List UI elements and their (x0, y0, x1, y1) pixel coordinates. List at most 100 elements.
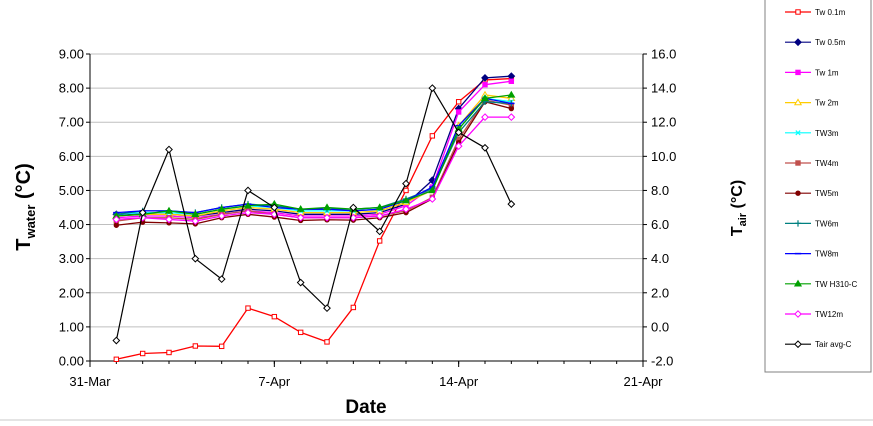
y-axis-title-right-main: T (729, 226, 746, 236)
series-line (116, 80, 512, 219)
data-point (455, 99, 462, 105)
data-point (192, 343, 199, 349)
series-line (116, 101, 512, 226)
legend-item: TW H310-C (785, 279, 857, 289)
data-point (795, 69, 801, 76)
data-point (482, 82, 488, 88)
data-point (481, 143, 489, 152)
data-point (112, 215, 121, 224)
series-line (115, 87, 512, 341)
data-point (165, 215, 173, 224)
data-point (795, 190, 801, 196)
series-tw-0-1m (113, 75, 515, 362)
x-axis-title: Date (345, 397, 386, 418)
y-left-tick-label: 3.00 (59, 251, 84, 266)
data-point (795, 9, 801, 15)
data-point (245, 305, 251, 311)
data-point (191, 217, 200, 226)
data-point (138, 208, 147, 217)
y-left-tick-label: 4.00 (59, 217, 84, 232)
data-point (322, 203, 332, 211)
data-point (164, 206, 174, 214)
series-tw-h310-c (112, 90, 516, 219)
series-line (116, 116, 512, 222)
data-point (793, 279, 803, 287)
data-point (375, 227, 384, 236)
y-axis-title-right-rest: (°C) (729, 180, 746, 213)
data-point (297, 329, 304, 336)
y-right-tick-label: 12.0 (651, 115, 676, 130)
y-right-tick-label: 6.0 (651, 217, 669, 232)
data-point (217, 212, 226, 220)
legend-item: TW6m (785, 219, 839, 228)
data-point (429, 133, 436, 139)
data-point (165, 145, 173, 154)
legend: Tw 0.1m Tw 0.5m Tw 1m Tw 2m TW3m TW4m TW5m TW6m… (764, 0, 872, 373)
data-point (191, 210, 200, 218)
data-point (271, 313, 278, 320)
y-right-tick-label: 8.0 (651, 183, 669, 198)
y-axis-title-left: Twater (°C) (13, 163, 38, 251)
legend-item: TW5m (785, 189, 839, 198)
data-point (166, 349, 172, 356)
data-point (455, 109, 462, 115)
grid-layer (90, 53, 643, 362)
legend-item: TW4m (785, 159, 839, 168)
y-right-tick-label: 14.0 (651, 81, 676, 96)
legend-item: Tw 0.1m (785, 8, 846, 17)
data-point (428, 84, 437, 93)
data-point (402, 179, 410, 188)
legend-label: TW3m (815, 129, 839, 138)
data-point (402, 205, 410, 214)
legend-label: Tw 2m (815, 99, 839, 108)
series-line (116, 94, 512, 217)
data-point (217, 205, 226, 212)
y-left-tick-label: 7.00 (59, 115, 84, 130)
y-right-tick-label: -2.0 (651, 354, 673, 369)
legend-item: TW12m (785, 310, 843, 319)
series-line (116, 94, 512, 217)
legend-label: Tw 1m (815, 68, 839, 77)
data-point (794, 340, 802, 349)
data-point (507, 90, 516, 98)
data-point (217, 275, 226, 284)
series-layer (112, 72, 516, 362)
series-tw12m (112, 113, 516, 226)
x-tick-label: 21-Apr (623, 374, 663, 389)
data-point (191, 254, 200, 263)
data-point (138, 213, 147, 222)
data-point (403, 187, 409, 194)
data-point (508, 105, 515, 112)
series-tair-avg-c (112, 84, 516, 345)
data-point (507, 200, 516, 208)
legend-label: TW4m (815, 159, 839, 168)
data-point (481, 113, 489, 122)
data-point (481, 73, 489, 82)
data-point (454, 128, 463, 137)
data-point (323, 304, 331, 313)
legend-item: TW3m (785, 129, 839, 138)
data-point (139, 350, 146, 357)
data-point (244, 208, 252, 217)
series-line (116, 97, 512, 214)
y-right-tick-label: 0.0 (651, 319, 669, 334)
data-point (793, 98, 803, 106)
data-point (243, 201, 253, 209)
series-line (116, 77, 512, 360)
legend-item: TW8m (785, 250, 839, 259)
data-point (350, 304, 357, 311)
legend-item: Tw 2m (785, 98, 839, 108)
x-tick-label: 7-Apr (258, 374, 290, 389)
data-point (428, 186, 437, 194)
data-point (794, 310, 802, 318)
data-point (218, 343, 225, 350)
series-tw6m (113, 98, 515, 218)
data-point (113, 222, 120, 228)
data-point (296, 213, 305, 222)
y-axis-title-right-sub: air (737, 212, 749, 226)
x-tick-label: 31-Mar (69, 374, 111, 389)
legend-item: Tw 0.5m (785, 38, 846, 47)
y-right-tick-label: 2.0 (651, 285, 669, 300)
y-left-tick-label: 2.00 (59, 285, 84, 300)
